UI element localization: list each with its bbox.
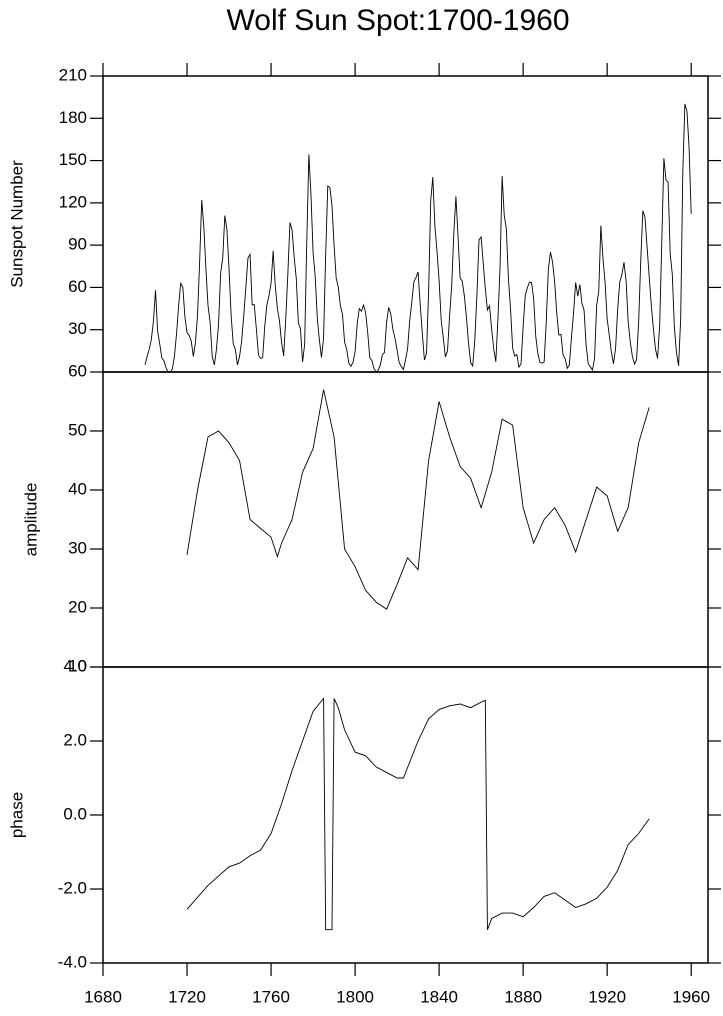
y-tick-label: 40 <box>68 479 87 498</box>
y-tick-label: 2.0 <box>63 730 87 749</box>
plot-frame <box>102 666 709 964</box>
y-tick-label: 4.0 <box>63 656 87 675</box>
x-tick-label: 1960 <box>672 987 710 1006</box>
y-tick-label: 180 <box>59 108 87 127</box>
y-tick-label: 0.0 <box>63 804 87 823</box>
y-tick-label: 90 <box>68 235 87 254</box>
data-line <box>186 389 650 610</box>
y-tick-label: -2.0 <box>58 878 87 897</box>
y-tick-label: 50 <box>68 420 87 439</box>
x-tick-label: 1920 <box>588 987 626 1006</box>
plot-frame <box>102 371 709 668</box>
y-tick-label: 210 <box>59 65 87 84</box>
chart-title: Wolf Sun Spot:1700-1960 <box>226 4 569 37</box>
y-tick-label: 120 <box>59 192 87 211</box>
x-tick-label: 1840 <box>420 987 458 1006</box>
y-axis-label: phase <box>7 792 26 838</box>
data-line <box>186 697 650 931</box>
plot-frame <box>102 75 709 373</box>
y-axis-label: Sunspot Number <box>7 160 26 288</box>
x-tick-label: 1760 <box>252 987 290 1006</box>
y-tick-label: 20 <box>68 597 87 616</box>
x-tick-label: 1800 <box>336 987 374 1006</box>
y-tick-label: 150 <box>59 150 87 169</box>
y-tick-label: 60 <box>68 277 87 296</box>
y-tick-label: 10 <box>68 656 87 675</box>
y-tick-label: -4.0 <box>58 952 87 971</box>
x-tick-label: 1880 <box>504 987 542 1006</box>
y-axis-label: amplitude <box>21 483 40 557</box>
data-line <box>144 103 692 373</box>
x-tick-label: 1680 <box>84 987 122 1006</box>
x-tick-label: 1720 <box>168 987 206 1006</box>
y-tick-label: 60 <box>68 361 87 380</box>
y-tick-label: 30 <box>68 538 87 557</box>
y-tick-label: 30 <box>68 319 87 338</box>
